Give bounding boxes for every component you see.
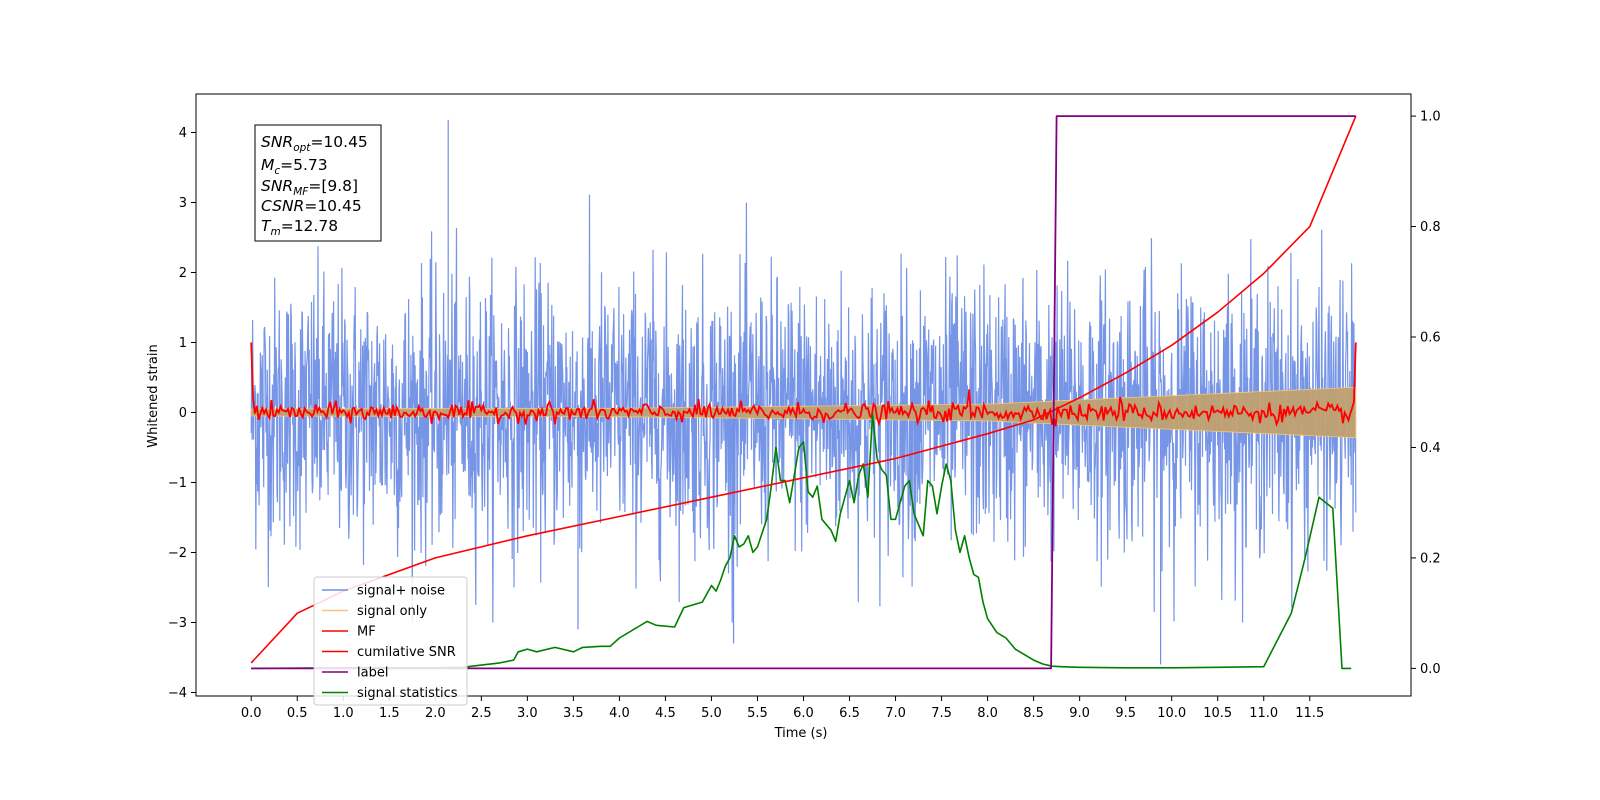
info-csnr: CSNR=10.45 — [261, 197, 362, 215]
legend-label: signal+ noise — [357, 584, 445, 599]
x-tick-label: 6.5 — [839, 706, 860, 721]
x-tick-label: 5.5 — [747, 706, 768, 721]
x-tick-label: 11.5 — [1295, 706, 1324, 721]
legend-label: signal statistics — [357, 686, 458, 701]
info-snr-opt: SNRopt=10.45 — [261, 133, 368, 154]
y-right-tick-label: 0.6 — [1420, 331, 1441, 346]
x-axis: 0.0 0.5 1.0 1.5 2.0 2.5 3.0 3.5 4.0 4.5 5.0 5.5 6.0 6… — [241, 696, 1324, 721]
x-tick-label: 8.5 — [1023, 706, 1044, 721]
x-tick-label: 6.0 — [793, 706, 814, 721]
x-tick-label: 4.0 — [609, 706, 630, 721]
info-tm: Tm=12.78 — [261, 217, 338, 238]
x-tick-label: 10.5 — [1203, 706, 1232, 721]
x-tick-label: 2.0 — [425, 706, 446, 721]
info-box: SNRopt=10.45 Mc=5.73 SNRMF=[9.8] CSNR=10… — [254, 124, 382, 242]
y-right-tick-label: 0.4 — [1420, 441, 1441, 456]
y-right-tick-label: 1.0 — [1420, 110, 1441, 125]
series-label-line — [251, 115, 1356, 670]
y-axis-label: Whitened strain — [146, 344, 161, 447]
x-tick-label: 3.0 — [517, 706, 538, 721]
y-right-tick-label: 0.2 — [1420, 551, 1441, 566]
x-tick-label: 1.5 — [379, 706, 400, 721]
legend: signal+ noise signal only MF cumilative SNR… — [313, 576, 468, 706]
x-tick-label: 10.0 — [1157, 706, 1186, 721]
x-tick-label: 9.0 — [1069, 706, 1090, 721]
y-left-tick-label: −4 — [168, 686, 187, 701]
x-tick-label: 0.5 — [287, 706, 308, 721]
x-tick-label: 0.0 — [241, 706, 262, 721]
x-tick-label: 3.5 — [563, 706, 584, 721]
y-axis-left: 4 3 2 1 0 −1 −2 −3 −4 — [168, 126, 196, 701]
y-left-tick-label: −1 — [168, 476, 187, 491]
y-right-tick-label: 0.0 — [1420, 662, 1441, 677]
x-axis-label: Time (s) — [774, 726, 828, 741]
y-left-tick-label: 3 — [179, 196, 187, 211]
y-left-tick-label: 4 — [179, 126, 187, 141]
x-tick-label: 8.0 — [977, 706, 998, 721]
x-tick-label: 11.0 — [1249, 706, 1278, 721]
legend-label: MF — [357, 625, 376, 640]
legend-label: cumilative SNR — [357, 645, 456, 660]
x-tick-label: 5.0 — [701, 706, 722, 721]
legend-label: signal only — [357, 604, 427, 619]
y-left-tick-label: 0 — [179, 406, 187, 421]
x-tick-label: 1.0 — [333, 706, 354, 721]
x-tick-label: 7.0 — [885, 706, 906, 721]
y-right-tick-label: 0.8 — [1420, 220, 1441, 235]
series-mf-line — [250, 342, 1357, 427]
info-mc: Mc=5.73 — [261, 156, 328, 177]
y-left-tick-label: 2 — [179, 266, 187, 281]
x-tick-label: 9.5 — [1115, 706, 1136, 721]
series-signal-statistics-line — [251, 413, 1352, 670]
x-tick-label: 7.5 — [931, 706, 952, 721]
legend-label: label — [357, 666, 388, 681]
x-tick-label: 2.5 — [471, 706, 492, 721]
series-cumulative-snr-line — [250, 115, 1357, 664]
plot-area — [250, 115, 1357, 670]
y-left-tick-label: −2 — [168, 546, 187, 561]
y-axis-right: 1.0 0.8 0.6 0.4 0.2 0.0 — [1411, 110, 1441, 677]
y-left-tick-label: 1 — [179, 336, 187, 351]
x-tick-label: 4.5 — [655, 706, 676, 721]
y-left-tick-label: −3 — [168, 616, 187, 631]
info-snr-mf: SNRMF=[9.8] — [261, 177, 358, 198]
